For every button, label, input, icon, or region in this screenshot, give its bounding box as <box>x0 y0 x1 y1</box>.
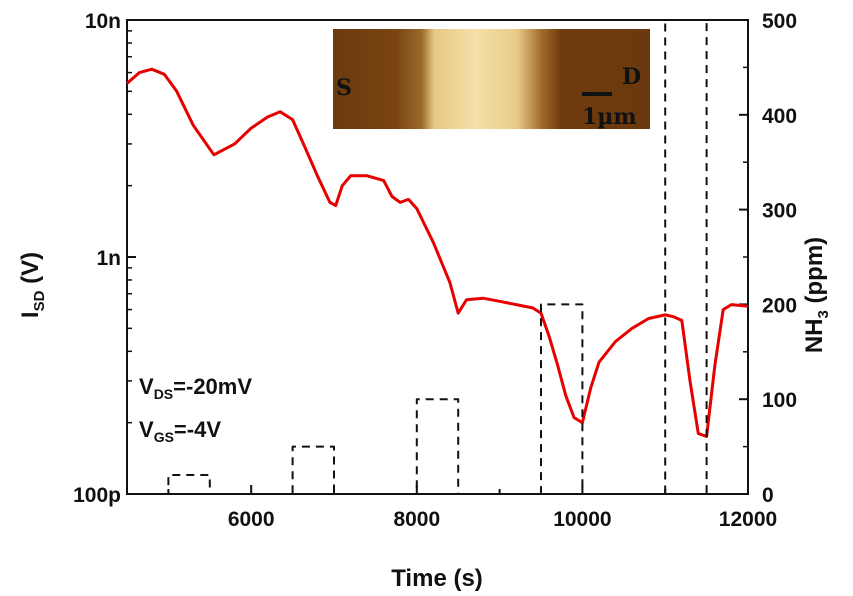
y-left-axis-title: ISD (V) <box>17 252 48 318</box>
scale-bar-label: 1µm <box>582 104 637 130</box>
vgs-main: V <box>139 417 154 442</box>
axis-ticks: 6000 8000 10000 12000 100p 1n 10n 0 100 200 300 400… <box>73 10 797 531</box>
annotation-vds: VDS=-20mV <box>139 374 252 402</box>
x-axis-title: Time (s) <box>391 565 483 592</box>
inset-label-s: S <box>336 75 352 101</box>
y-left-title-main: I <box>17 311 44 318</box>
y-right-tick-label: 0 <box>762 484 774 507</box>
vgs-rest: =-4V <box>174 417 221 442</box>
y-right-tick-label: 100 <box>762 389 797 412</box>
y-right-title-main: NH <box>801 318 828 353</box>
vds-main: V <box>139 374 154 399</box>
y-right-tick-label: 300 <box>762 200 797 223</box>
y-left-title-sub: SD <box>31 290 48 311</box>
annotation-vgs: VGS=-4V <box>139 417 221 445</box>
vds-sub: DS <box>154 386 173 402</box>
y-right-tick-label: 500 <box>762 10 797 33</box>
y-right-axis-title: NH3 (ppm) <box>801 237 832 353</box>
afm-image <box>333 29 650 129</box>
y-left-tick-label: 100p <box>73 484 121 507</box>
afm-inset: S D 1µm <box>333 29 650 130</box>
vds-rest: =-20mV <box>173 374 252 399</box>
scale-bar <box>582 92 612 96</box>
y-right-title-sub: 3 <box>815 310 832 318</box>
nh3-concentration-line <box>135 19 744 495</box>
y-right-tick-label: 200 <box>762 294 797 317</box>
y-left-tick-label: 1n <box>96 247 121 270</box>
y-right-title-rest: (ppm) <box>801 237 828 310</box>
x-tick-label: 10000 <box>553 508 611 531</box>
series-layer <box>126 19 749 495</box>
y-left-title-rest: (V) <box>17 252 44 291</box>
x-tick-label: 12000 <box>719 508 777 531</box>
current-series-line <box>126 67 749 438</box>
vgs-sub: GS <box>154 429 174 445</box>
y-left-tick-label: 10n <box>85 10 121 33</box>
x-tick-label: 8000 <box>393 508 440 531</box>
x-tick-label: 6000 <box>228 508 275 531</box>
inset-label-d: D <box>622 64 641 90</box>
y-right-tick-label: 400 <box>762 105 797 128</box>
